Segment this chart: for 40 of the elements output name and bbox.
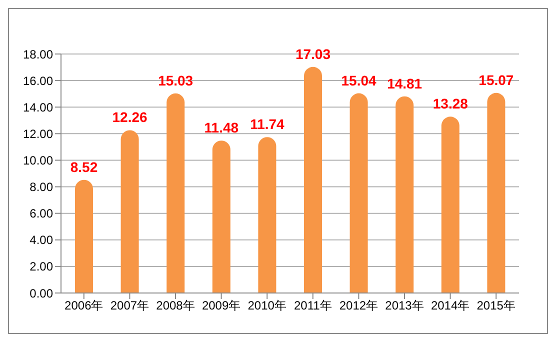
bar bbox=[396, 96, 414, 293]
x-tick-label: 2011年 bbox=[294, 298, 332, 313]
data-label: 12.26 bbox=[112, 109, 148, 126]
data-label: 17.03 bbox=[295, 46, 331, 62]
data-label: 15.03 bbox=[158, 72, 194, 88]
data-label: 11.74 bbox=[250, 116, 285, 132]
y-tick-label: 10.00 bbox=[22, 153, 54, 168]
x-tick-label: 2013年 bbox=[385, 298, 424, 313]
x-tick-label: 2014年 bbox=[430, 298, 470, 313]
x-tick-label: 2015年 bbox=[476, 298, 516, 313]
data-label: 14.81 bbox=[387, 75, 422, 92]
y-tick-label: 6.00 bbox=[30, 206, 54, 221]
x-tick-label: 2008年 bbox=[156, 298, 195, 313]
data-label: 15.04 bbox=[341, 72, 377, 88]
bar bbox=[304, 66, 322, 293]
y-tick-label: 16.00 bbox=[22, 74, 54, 88]
x-tick-label: 2010年 bbox=[248, 298, 286, 313]
x-tick-label: 2012年 bbox=[339, 298, 378, 313]
bar bbox=[350, 93, 368, 293]
data-label: 11.48 bbox=[204, 120, 239, 136]
data-label: 13.28 bbox=[432, 96, 468, 112]
bar bbox=[212, 140, 230, 293]
bar bbox=[120, 130, 139, 293]
bar bbox=[166, 93, 185, 293]
y-tick-label: 4.00 bbox=[30, 233, 54, 248]
y-tick-label: 14.00 bbox=[22, 100, 54, 114]
y-tick-label: 0.00 bbox=[30, 286, 54, 300]
data-label: 15.07 bbox=[478, 72, 514, 88]
y-tick-label: 2.00 bbox=[30, 260, 54, 274]
data-label: 8.52 bbox=[70, 158, 98, 175]
bar bbox=[258, 137, 276, 293]
y-tick-label: 18.00 bbox=[22, 47, 54, 62]
x-tick-label: 2006年 bbox=[64, 298, 104, 313]
bar bbox=[75, 180, 93, 293]
y-tick-label: 8.00 bbox=[30, 180, 54, 194]
bar bbox=[487, 92, 506, 293]
y-tick-label: 12.00 bbox=[22, 126, 54, 141]
bar bbox=[441, 116, 460, 293]
x-tick-label: 2009年 bbox=[202, 298, 241, 313]
x-tick-label: 2007年 bbox=[110, 298, 150, 313]
